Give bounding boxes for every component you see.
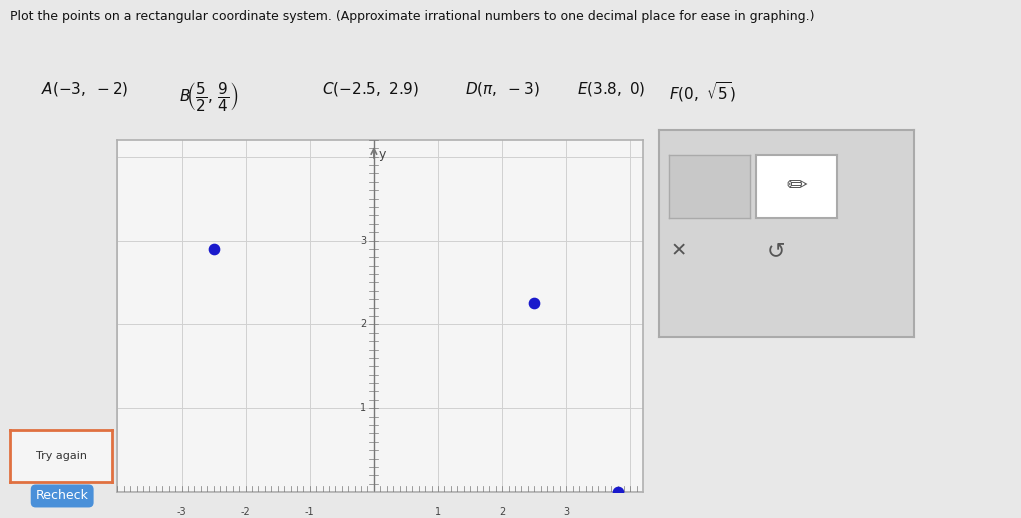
Text: 1: 1 xyxy=(435,507,441,517)
Point xyxy=(526,299,542,308)
Text: 3: 3 xyxy=(360,236,367,246)
Point xyxy=(205,244,222,253)
Text: Try again: Try again xyxy=(36,451,87,461)
Text: 2: 2 xyxy=(499,507,505,517)
Text: $E(3.8,\ 0)$: $E(3.8,\ 0)$ xyxy=(577,80,645,98)
Text: $C(-2.5,\ 2.9)$: $C(-2.5,\ 2.9)$ xyxy=(322,80,419,98)
Text: $D(\pi,\ -3)$: $D(\pi,\ -3)$ xyxy=(465,80,539,98)
Text: 3: 3 xyxy=(564,507,570,517)
Text: ↺: ↺ xyxy=(767,241,785,261)
Text: $F(0,\ \sqrt{5})$: $F(0,\ \sqrt{5})$ xyxy=(669,80,735,104)
Text: y: y xyxy=(379,148,386,161)
Text: Plot the points on a rectangular coordinate system. (Approximate irrational numb: Plot the points on a rectangular coordin… xyxy=(10,10,815,23)
Text: Recheck: Recheck xyxy=(36,490,89,502)
Point xyxy=(610,488,626,496)
Text: -1: -1 xyxy=(305,507,314,517)
Text: 2: 2 xyxy=(360,320,367,329)
Text: $B\!\left(\dfrac{5}{2},\,\dfrac{9}{4}\right)$: $B\!\left(\dfrac{5}{2},\,\dfrac{9}{4}\ri… xyxy=(179,80,238,113)
Text: $A(-3,\ -2)$: $A(-3,\ -2)$ xyxy=(41,80,129,98)
Text: ✕: ✕ xyxy=(671,242,687,261)
Text: ✏: ✏ xyxy=(786,175,807,198)
Text: -3: -3 xyxy=(177,507,187,517)
Text: -2: -2 xyxy=(241,507,250,517)
Text: 1: 1 xyxy=(360,403,367,413)
